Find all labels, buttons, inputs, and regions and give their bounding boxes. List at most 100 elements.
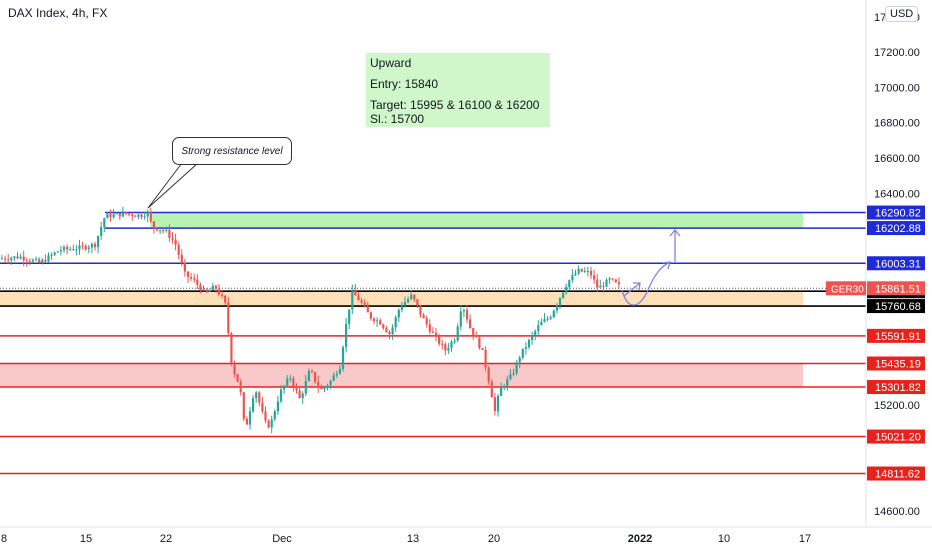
level-label-bg — [867, 429, 925, 444]
candle-body — [323, 387, 326, 390]
candles-layer — [0, 206, 620, 434]
projection-curve-icon — [621, 261, 671, 306]
candle-body — [41, 260, 44, 263]
candle-body — [577, 268, 580, 274]
zone-orange — [0, 291, 803, 307]
candle-body — [434, 332, 438, 336]
candle-body — [159, 230, 162, 232]
candle-body — [106, 213, 109, 219]
candle-body — [459, 311, 462, 327]
candle-body — [413, 294, 416, 300]
currency-button[interactable]: USD — [885, 6, 919, 22]
candle-body — [171, 237, 174, 240]
candle-body — [338, 368, 341, 374]
symbol-tag: GER30 — [831, 284, 864, 295]
candle-body — [372, 318, 376, 322]
candle-body — [162, 230, 165, 232]
candle-body — [279, 389, 283, 402]
candle-body — [382, 324, 385, 329]
candle-body — [221, 294, 224, 296]
candle-body — [397, 309, 400, 318]
candle-body — [227, 302, 230, 334]
level-label-bg — [867, 380, 925, 395]
level-label-bg — [867, 466, 925, 481]
candle-body — [403, 301, 407, 306]
level-label-bg — [867, 221, 925, 236]
candle-body — [596, 279, 599, 288]
candle-body — [202, 289, 205, 291]
note-entry: Entry: 15840 — [370, 77, 439, 91]
candle-body — [385, 328, 388, 333]
candle-body — [233, 362, 236, 375]
candle-body — [183, 262, 186, 272]
candle-body — [304, 380, 307, 394]
candle-body — [465, 309, 469, 320]
candle-body — [335, 373, 338, 376]
candle-body — [524, 347, 527, 349]
candle-body — [484, 349, 487, 368]
candle-body — [289, 378, 292, 380]
candle-body — [341, 347, 345, 369]
candle-body — [487, 367, 490, 382]
time-tick-label: 15 — [80, 533, 92, 545]
price-tick-label: 16400.00 — [874, 188, 920, 200]
candle-body — [10, 258, 13, 261]
candle-body — [518, 357, 521, 363]
candle-body — [552, 310, 555, 318]
candle-body — [605, 279, 608, 287]
candle-body — [425, 318, 428, 325]
zone-green — [150, 212, 803, 229]
candle-body — [419, 305, 422, 315]
candle-body — [450, 341, 453, 348]
candle-body — [593, 275, 596, 280]
candle-body — [258, 392, 261, 403]
price-axis: 17400.0017200.0017000.0016800.0016600.00… — [874, 12, 920, 518]
candle-body — [199, 284, 202, 291]
candle-body — [540, 321, 543, 326]
candle-body — [410, 294, 413, 300]
last-price-label-bg — [867, 281, 925, 296]
candle-body — [583, 271, 586, 273]
time-tick-label: Dec — [272, 533, 292, 545]
candle-body — [301, 393, 304, 399]
price-tick-label: 14600.00 — [874, 506, 920, 518]
level-label: 15591.91 — [875, 331, 921, 343]
price-tick-label: 16600.00 — [874, 153, 920, 165]
level-label: 15760.68 — [875, 301, 921, 313]
candle-body — [137, 214, 140, 217]
candle-body — [140, 214, 143, 217]
symbol-title: DAX Index, 4h, FX — [8, 6, 108, 20]
candle-body — [103, 218, 106, 228]
candle-body — [608, 278, 611, 280]
candle-body — [348, 309, 351, 324]
candle-body — [614, 279, 617, 283]
note-stop-loss: Sl.: 15700 — [370, 112, 425, 126]
level-label-bg — [867, 256, 925, 271]
time-tick-label: 10 — [718, 533, 730, 545]
candle-body — [146, 211, 149, 217]
candle-body — [363, 302, 366, 306]
candle-body — [35, 259, 38, 261]
candle-body — [493, 397, 496, 412]
candle-body — [205, 289, 208, 292]
candle-body — [515, 362, 518, 374]
candle-body — [128, 213, 131, 215]
candle-body — [360, 300, 363, 303]
candle-body — [506, 379, 509, 387]
candle-body — [307, 371, 310, 381]
level-label: 16290.82 — [875, 208, 921, 220]
candle-body — [521, 348, 524, 358]
projection-final-arrow-icon — [669, 228, 681, 262]
candle-body — [602, 285, 605, 287]
candle-body — [174, 239, 177, 245]
candle-body — [7, 259, 10, 261]
candle-body — [314, 371, 317, 382]
candle-body — [481, 347, 484, 350]
candle-body — [245, 418, 248, 425]
candle-body — [292, 378, 295, 387]
price-tick-label: 15200.00 — [874, 400, 920, 412]
candle-body — [0, 258, 4, 260]
candle-body — [617, 282, 620, 285]
candle-body — [214, 285, 217, 289]
